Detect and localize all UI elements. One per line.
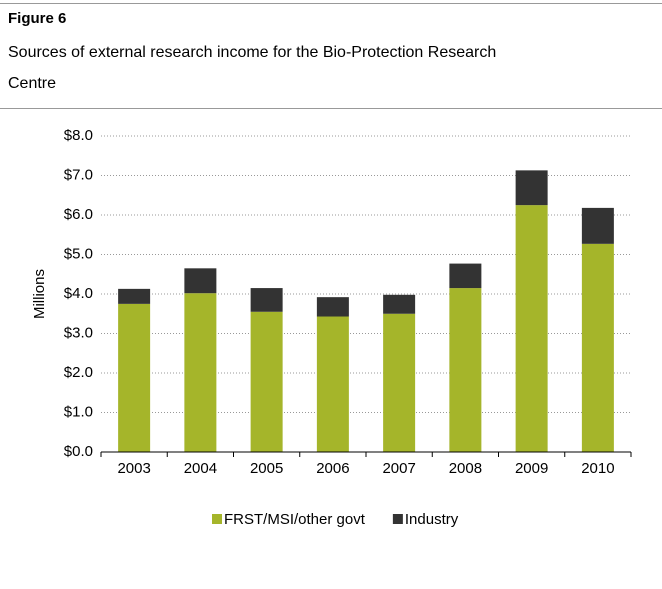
legend-swatch (212, 514, 222, 524)
y-tick-label: $3.0 (64, 324, 93, 341)
x-tick-label: 2006 (316, 460, 349, 477)
y-tick-label: $6.0 (64, 206, 93, 223)
x-tick-label: 2008 (449, 460, 482, 477)
legend-swatch (392, 514, 403, 524)
y-tick-label: $7.0 (64, 166, 93, 183)
y-tick-label: $5.0 (64, 245, 93, 262)
bar-segment (383, 313, 416, 452)
x-tick-label: 2005 (250, 460, 283, 477)
y-tick-label: $2.0 (64, 364, 93, 381)
figure-subtitle: Sources of external research income for … (8, 44, 497, 92)
bar-segment (449, 288, 482, 452)
legend-label: Industry (405, 511, 459, 528)
bar-segment (515, 170, 548, 206)
y-axis-label: Millions (31, 269, 48, 319)
y-tick-label: $1.0 (64, 403, 93, 420)
bar-segment (184, 268, 217, 294)
bar-segment (449, 263, 482, 289)
legend-label: FRST/MSI/other govt (224, 511, 366, 528)
bar-segment (250, 311, 283, 452)
y-tick-label: $0.0 (64, 443, 93, 460)
figure-header: Figure 6 Sources of external research in… (0, 3, 662, 109)
x-tick-label: 2007 (382, 460, 415, 477)
bar-segment (184, 293, 217, 452)
bar-segment (250, 288, 283, 312)
x-tick-label: 2004 (184, 460, 217, 477)
figure-label: Figure 6 (8, 10, 67, 27)
bar-segment (316, 316, 349, 452)
bar-segment (118, 288, 151, 304)
x-tick-label: 2009 (515, 460, 548, 477)
bar-segment (118, 303, 151, 452)
bar-segment (581, 207, 614, 244)
x-tick-label: 2010 (581, 460, 614, 477)
y-tick-label: $4.0 (64, 285, 93, 302)
bar-segment (383, 294, 416, 314)
bar-segment (581, 243, 614, 452)
bar-segment (316, 297, 349, 317)
y-tick-label: $8.0 (64, 127, 93, 144)
bar-segment (515, 205, 548, 452)
x-tick-label: 2003 (117, 460, 150, 477)
